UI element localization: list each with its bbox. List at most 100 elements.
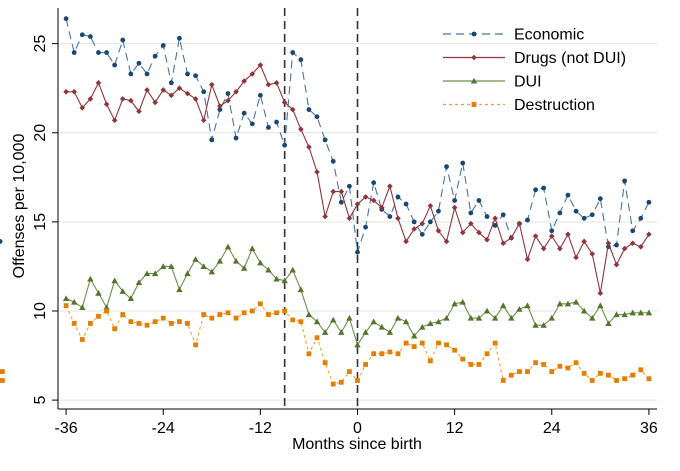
data-point-destruction bbox=[168, 321, 174, 326]
data-point-destruction bbox=[355, 378, 360, 383]
data-point-destruction bbox=[217, 312, 223, 317]
x-tick-label: 24 bbox=[543, 420, 561, 437]
data-point-drugs-not-dui bbox=[516, 220, 523, 227]
data-point-destruction bbox=[298, 319, 304, 325]
data-point-destruction bbox=[597, 370, 603, 376]
data-point-dui bbox=[589, 314, 596, 321]
data-point-economic bbox=[71, 50, 77, 55]
data-point-drugs-not-dui bbox=[314, 169, 320, 175]
data-point-economic bbox=[322, 137, 328, 143]
data-point-destruction bbox=[63, 303, 69, 309]
data-point-dui bbox=[354, 341, 361, 348]
data-point-drugs-not-dui bbox=[581, 238, 587, 245]
data-point-drugs-not-dui bbox=[208, 81, 215, 88]
data-point-dui bbox=[313, 318, 321, 325]
data-point-economic bbox=[249, 121, 255, 127]
data-point-drugs-not-dui bbox=[273, 80, 280, 86]
data-point-dui bbox=[95, 289, 102, 296]
data-point-drugs-not-dui bbox=[500, 240, 507, 247]
data-point-destruction bbox=[419, 340, 425, 346]
data-point-drugs-not-dui bbox=[265, 81, 272, 88]
data-point-destruction bbox=[403, 340, 409, 346]
data-point-dui bbox=[475, 314, 483, 321]
data-point-drugs-not-dui bbox=[484, 236, 490, 243]
data-point-dui bbox=[548, 314, 555, 321]
data-point-economic bbox=[395, 194, 401, 200]
data-point-economic bbox=[241, 110, 247, 116]
data-point-destruction bbox=[614, 378, 619, 383]
data-point-destruction bbox=[249, 308, 255, 314]
data-point-drugs-not-dui bbox=[411, 226, 417, 232]
data-point-drugs-not-dui bbox=[306, 144, 312, 150]
data-point-dui bbox=[435, 318, 442, 325]
data-point-dui bbox=[605, 320, 612, 327]
data-point-dui bbox=[572, 298, 580, 305]
data-point-drugs-not-dui bbox=[540, 245, 547, 252]
data-point-dui bbox=[378, 323, 385, 330]
data-point-destruction bbox=[87, 321, 93, 326]
data-point-economic bbox=[185, 71, 190, 77]
data-point-destruction bbox=[525, 369, 530, 374]
data-point-economic bbox=[573, 208, 579, 214]
data-point-destruction bbox=[79, 337, 85, 342]
data-point-destruction bbox=[241, 310, 247, 316]
data-point-drugs-not-dui bbox=[403, 238, 409, 245]
x-tick-label: -12 bbox=[249, 420, 272, 437]
data-point-destruction bbox=[444, 342, 449, 348]
data-point-economic bbox=[411, 219, 417, 225]
data-point-dui bbox=[168, 263, 175, 269]
data-point-destruction bbox=[533, 360, 538, 366]
data-point-destruction bbox=[0, 378, 5, 383]
data-point-destruction bbox=[306, 351, 312, 357]
legend-label-economic: Economic bbox=[514, 27, 584, 44]
data-point-drugs-not-dui bbox=[168, 92, 175, 99]
data-point-economic bbox=[638, 215, 644, 221]
data-point-economic bbox=[533, 187, 538, 193]
data-point-destruction bbox=[160, 315, 166, 321]
data-point-economic bbox=[589, 212, 595, 218]
legend-item-dui: DUI bbox=[443, 74, 542, 91]
data-point-economic bbox=[549, 228, 555, 234]
data-point-dui bbox=[410, 332, 418, 339]
data-point-drugs-not-dui bbox=[387, 183, 393, 190]
data-point-destruction bbox=[622, 376, 628, 382]
y-tick-label: 15 bbox=[32, 213, 49, 231]
data-point-drugs-not-dui bbox=[95, 80, 102, 86]
data-point-destruction bbox=[541, 362, 547, 367]
data-point-destruction bbox=[347, 369, 352, 374]
data-point-destruction bbox=[177, 319, 182, 325]
data-point-economic bbox=[201, 89, 207, 95]
data-point-economic bbox=[581, 215, 587, 221]
data-point-drugs-not-dui bbox=[362, 194, 369, 200]
data-point-drugs-not-dui bbox=[443, 238, 450, 245]
data-point-economic bbox=[436, 208, 441, 214]
data-point-drugs-not-dui bbox=[573, 254, 579, 261]
data-point-economic bbox=[257, 92, 263, 98]
data-point-drugs-not-dui bbox=[532, 233, 539, 239]
data-point-economic bbox=[419, 231, 425, 237]
legend-marker-drugs-not-dui bbox=[471, 54, 477, 61]
data-point-dui bbox=[111, 277, 118, 284]
data-point-dui bbox=[386, 329, 394, 335]
data-point-economic bbox=[152, 53, 158, 59]
data-point-destruction bbox=[516, 369, 522, 374]
data-point-dui bbox=[346, 314, 353, 321]
data-point-destruction bbox=[112, 326, 118, 332]
data-point-drugs-not-dui bbox=[378, 204, 385, 211]
data-point-economic bbox=[330, 158, 336, 164]
data-point-destruction bbox=[476, 362, 482, 367]
data-point-drugs-not-dui bbox=[128, 97, 134, 104]
series-destruction bbox=[0, 301, 652, 387]
series-drugs-not-dui bbox=[63, 62, 652, 296]
data-point-destruction bbox=[565, 365, 571, 371]
data-point-dui bbox=[467, 314, 475, 321]
data-point-destruction bbox=[638, 367, 644, 373]
series-dui bbox=[62, 243, 653, 348]
legend-marker-destruction bbox=[471, 102, 477, 107]
data-point-drugs-not-dui bbox=[71, 88, 77, 95]
data-point-drugs-not-dui bbox=[548, 233, 555, 239]
data-point-drugs-not-dui bbox=[119, 96, 126, 102]
data-point-drugs-not-dui bbox=[79, 105, 86, 111]
legend-marker-dui bbox=[470, 77, 478, 84]
legend-label-dui: DUI bbox=[514, 74, 542, 91]
